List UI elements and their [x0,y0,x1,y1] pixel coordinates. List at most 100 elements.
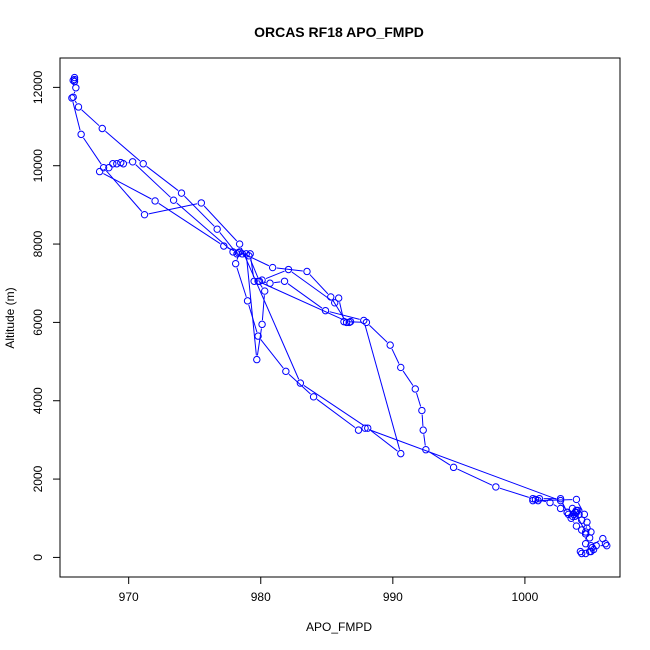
series-segment [74,100,77,104]
series-segment [364,324,401,450]
data-point [422,445,430,454]
data-point [213,225,221,233]
series-segment [577,502,583,511]
data-point [245,252,253,260]
data-point [95,167,104,176]
series-segment [391,348,400,364]
data-point [581,528,590,536]
data-point [386,341,394,349]
data-point [151,197,159,205]
y-tick-label: 6000 [31,309,45,336]
data-point [577,526,586,534]
data-point [361,424,369,432]
series-segment [370,430,398,452]
data-point [234,248,243,257]
series-segment [573,521,575,523]
data-point [105,163,113,172]
data-point [77,130,85,139]
data-point [113,160,121,168]
series-segment [103,173,152,200]
data-point [354,426,363,434]
data-point [72,84,80,92]
series-segment [499,487,529,498]
data-point [556,504,565,513]
data-point [139,160,147,168]
series-segment [203,205,238,242]
data-point [577,549,586,558]
x-tick-label: 1000 [512,590,539,604]
series-segment [240,247,300,380]
data-point [253,355,261,364]
series-segment [105,170,143,212]
data-point [592,541,600,550]
series-line [72,91,603,547]
data-point [280,277,289,285]
series-segment [276,267,303,272]
data-point [303,267,311,276]
data-point [449,463,458,472]
data-point [580,510,589,519]
data-point [331,299,339,307]
series-segment [416,392,422,407]
data-point [571,512,579,520]
data-point [534,496,542,505]
series-segment [369,324,388,343]
y-tick-label: 8000 [31,230,45,257]
data-point [601,540,610,548]
data-point [411,385,419,393]
series-segment [265,270,285,279]
data-point [346,317,355,326]
data-point [140,210,149,219]
series-segment [329,311,360,320]
series-segment [332,300,345,320]
data-point [231,259,240,268]
data-point [583,518,591,526]
data-point [243,297,252,305]
series-segment [553,504,558,507]
data-point [397,449,405,458]
data-point [74,103,83,111]
data-point [98,124,106,133]
data-point [70,75,79,84]
data-point [268,263,277,272]
data-point [345,318,353,327]
series-segment [256,328,262,356]
data-point [220,242,228,250]
series-segment [309,274,329,295]
data-point [321,306,330,315]
data-point [254,332,262,340]
series-segment [261,282,346,322]
y-tick-label: 2000 [31,465,45,492]
chart-title: ORCAS RF18 APO_FMPD [254,24,424,40]
series-segment [291,271,332,301]
data-point [585,534,594,542]
data-point [296,379,305,387]
data-point [69,76,77,85]
series-segment [421,414,424,426]
data-point [109,160,117,168]
series-segment [176,202,231,250]
series-segment [146,165,179,191]
series-segment [72,101,81,131]
series-segment [81,109,100,127]
data-point [119,160,128,168]
series-segment [148,203,198,215]
x-axis-label: APO_FMPD [306,620,372,634]
data-point [418,406,426,415]
series-points [68,73,611,558]
data-point [568,512,577,520]
data-point [397,363,405,372]
data-point [246,250,254,258]
data-point [238,250,246,258]
series-segment [236,267,247,298]
y-tick-label: 4000 [31,387,45,414]
data-point [68,94,76,102]
data-point [571,508,579,517]
data-point [169,196,178,204]
y-axis: 0 2000 4000 6000 8000 10000 12000 [31,70,61,561]
series-segment [423,434,426,446]
series-segment [429,451,451,466]
series-segment [105,130,141,162]
data-point [255,277,264,285]
